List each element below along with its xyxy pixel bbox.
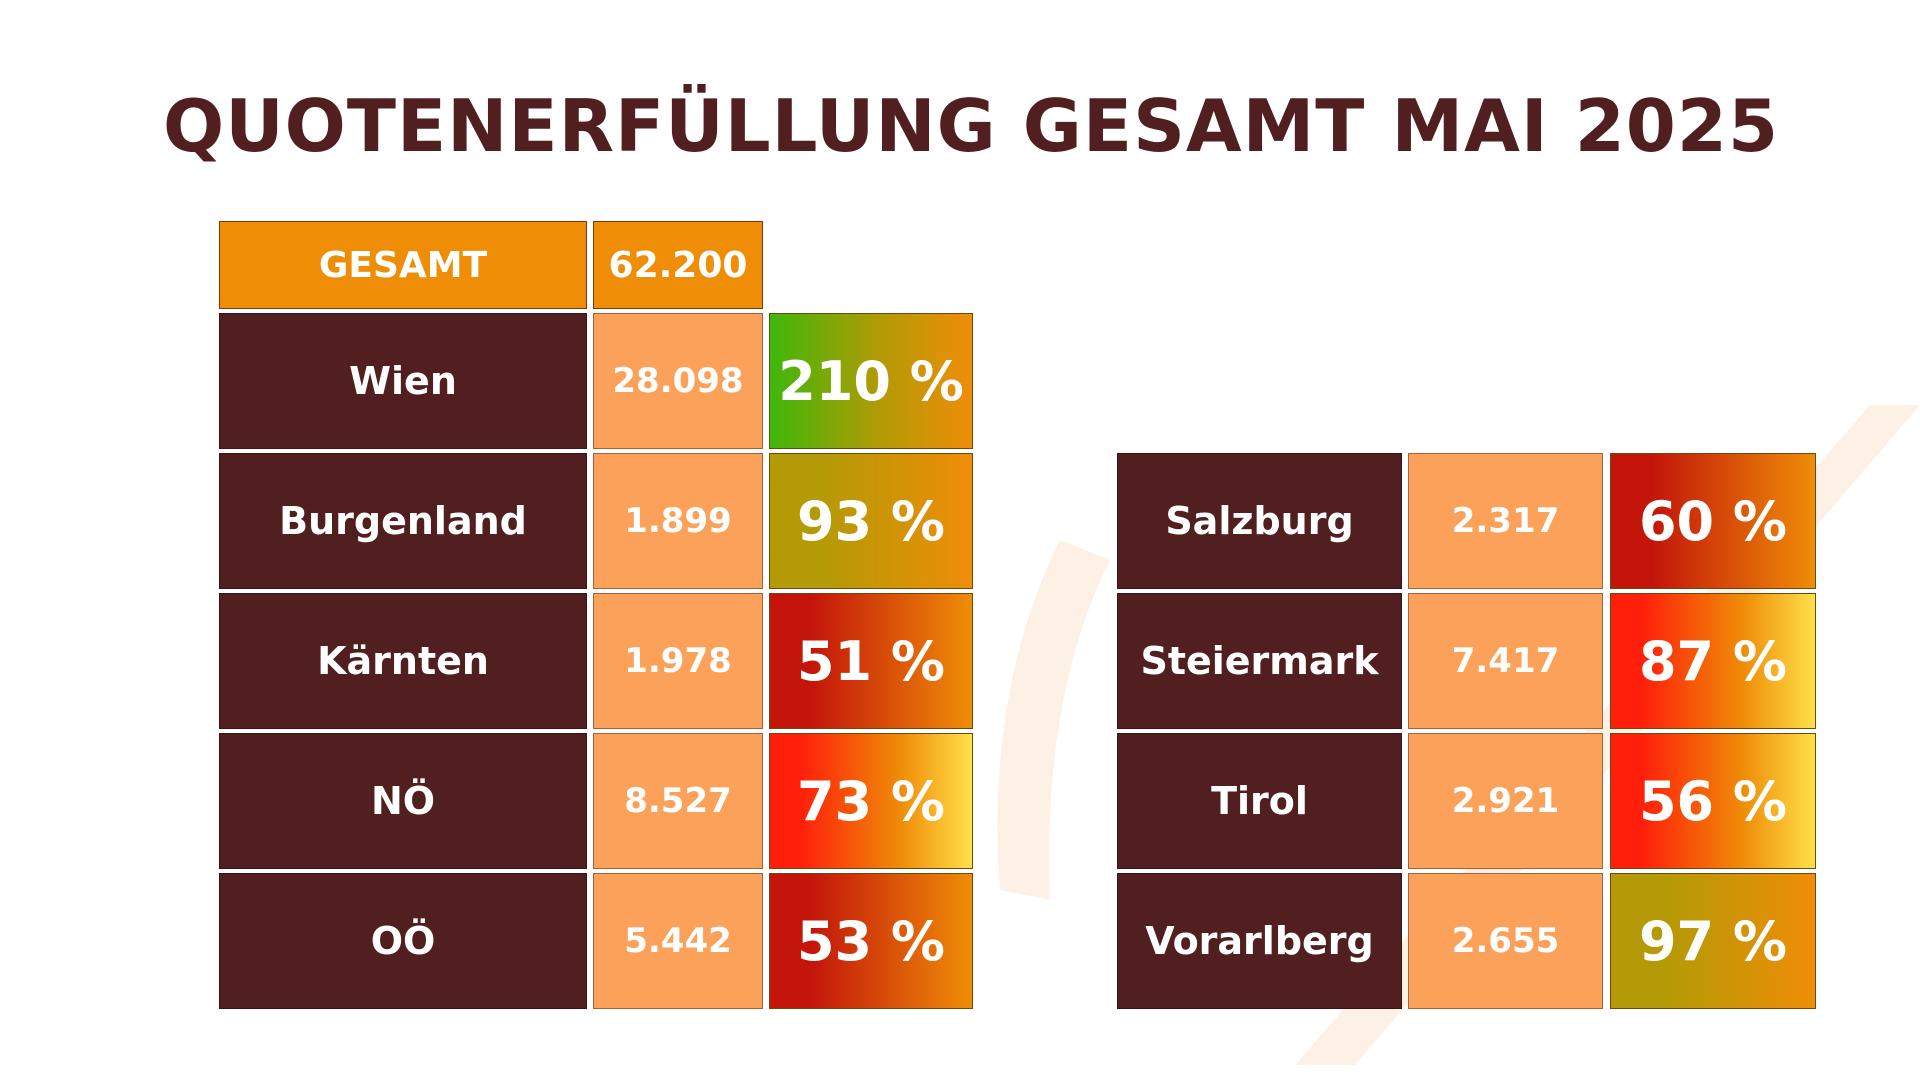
region-value: 2.655	[1408, 873, 1603, 1009]
region-label: Burgenland	[219, 453, 587, 589]
region-label: Salzburg	[1117, 453, 1402, 589]
region-label: Wien	[219, 313, 587, 449]
quota-percent: 210 %	[769, 313, 973, 449]
region-label: Tirol	[1117, 733, 1402, 869]
quota-percent: 60 %	[1610, 453, 1816, 589]
total-value: 62.200	[593, 221, 763, 309]
region-value: 1.899	[593, 453, 763, 589]
region-value: 5.442	[593, 873, 763, 1009]
quota-percent: 51 %	[769, 593, 973, 729]
total-label: GESAMT	[219, 221, 587, 309]
quota-percent: 93 %	[769, 453, 973, 589]
quota-percent: 73 %	[769, 733, 973, 869]
region-label: Vorarlberg	[1117, 873, 1402, 1009]
region-value: 1.978	[593, 593, 763, 729]
region-label: NÖ	[219, 733, 587, 869]
quota-percent: 87 %	[1610, 593, 1816, 729]
region-value: 2.921	[1408, 733, 1603, 869]
region-value: 8.527	[593, 733, 763, 869]
quota-percent: 56 %	[1610, 733, 1816, 869]
region-label: Kärnten	[219, 593, 587, 729]
region-label: OÖ	[219, 873, 587, 1009]
region-value: 2.317	[1408, 453, 1603, 589]
watermark-curve	[997, 540, 1110, 900]
region-value: 7.417	[1408, 593, 1603, 729]
region-label: Steiermark	[1117, 593, 1402, 729]
page-title: QUOTENERFÜLLUNG GESAMT MAI 2025	[163, 84, 1780, 168]
quota-percent: 53 %	[769, 873, 973, 1009]
region-value: 28.098	[593, 313, 763, 449]
quota-percent: 97 %	[1610, 873, 1816, 1009]
